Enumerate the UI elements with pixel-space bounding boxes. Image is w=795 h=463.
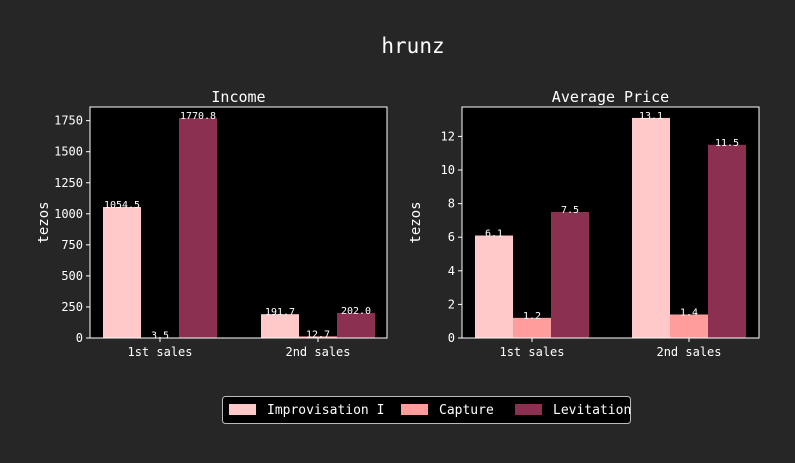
data-label: 191.7 [265,307,295,318]
data-label: 1.4 [680,307,698,318]
chart-average-price: Average Price tezos 0 2 4 6 8 10 12 6.1 1.2 7.5 1st … [408,88,759,359]
bar-improvisation-i-1st-sales [103,207,141,338]
y-tick-label: 10 [441,163,455,177]
x-tick-label: 2nd sales [656,345,721,359]
bar-levitation-1st-sales [551,212,589,338]
data-label: 13.1 [639,111,663,122]
data-label: 1054.5 [104,200,140,211]
x-tick-label: 1st sales [127,345,192,359]
y-axis-label: tezos [408,201,424,243]
x-tick-label: 1st sales [499,345,564,359]
chart-title: Average Price [552,88,669,106]
y-tick-label: 1000 [54,207,83,221]
y-tick-label: 0 [76,331,83,345]
bar-levitation-2nd-sales [708,145,746,338]
y-tick-label: 1250 [54,176,83,190]
bar-levitation-1st-sales [179,118,217,338]
subplots: Income tezos 0 250 500 750 1000 1250 1500 1750 105… [36,88,759,359]
y-tick-label: 8 [448,197,455,211]
x-tick-label: 2nd sales [285,345,350,359]
legend-swatch [229,404,256,415]
legend-label: Capture [439,403,494,418]
data-label: 202.0 [341,306,371,317]
y-tick-label: 500 [61,269,83,283]
y-tick-label: 4 [448,264,455,278]
figure-title: hrunz [381,34,444,58]
y-tick-label: 1750 [54,114,83,128]
bar-improvisation-i-1st-sales [475,236,513,338]
y-axis-label: tezos [36,201,52,243]
data-label: 1770.8 [180,111,216,122]
data-label: 6.1 [485,229,503,240]
data-label: 7.5 [561,205,579,216]
legend-swatch [401,404,428,415]
chart-income: Income tezos 0 250 500 750 1000 1250 1500 1750 105… [36,88,387,359]
y-tick-label: 12 [441,129,455,143]
data-label: 11.5 [715,138,739,149]
y-tick-label: 750 [61,238,83,252]
y-tick-label: 250 [61,300,83,314]
data-label: 1.2 [523,311,541,322]
y-tick-label: 6 [448,230,455,244]
y-tick-label: 2 [448,297,455,311]
y-tick-label: 0 [448,331,455,345]
bar-improvisation-i-2nd-sales [632,118,670,338]
legend-swatch [515,404,542,415]
y-tick-label: 1500 [54,145,83,159]
legend-label: Improvisation I [267,403,384,418]
legend-label: Levitation [553,403,631,418]
chart-title: Income [211,88,265,106]
legend: Improvisation I Capture Levitation [223,397,632,424]
